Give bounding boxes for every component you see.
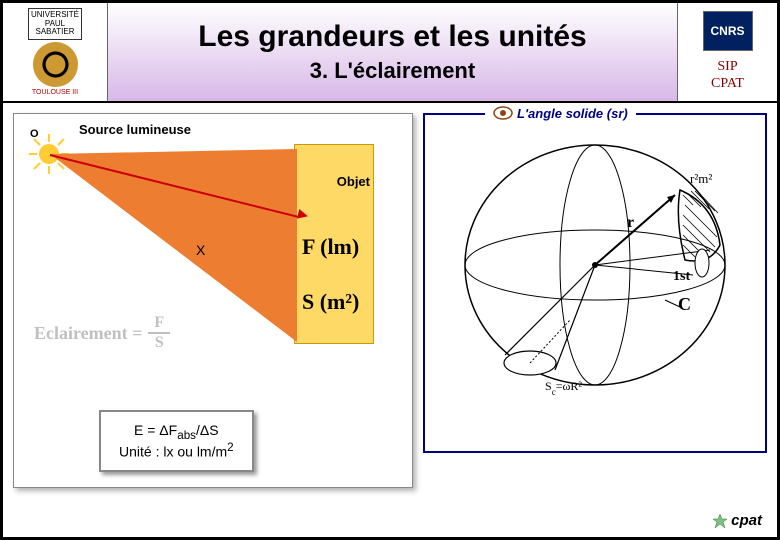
eclairement-text: Eclairement = — [34, 323, 142, 344]
left-panel: Source lumineuse O Objet X F (lm) S — [13, 113, 413, 488]
footer-star-icon — [712, 513, 728, 529]
title-area: Les grandeurs et les unités 3. L'éclaire… — [108, 3, 677, 101]
sip-line2: CPAT — [711, 76, 744, 93]
fraction: F S — [148, 314, 170, 352]
ups-text: UNIVERSITÉ PAUL SABATIER — [28, 8, 82, 40]
formula-line2: Unité : lx ou lm/m2 — [119, 441, 234, 460]
ups-sub: TOULOUSE III — [32, 89, 78, 96]
s-formula-label: Sc=ωR² — [545, 379, 582, 397]
footer-text: cpat — [731, 512, 762, 529]
page-subtitle: 3. L'éclairement — [310, 58, 475, 84]
sun-o-label: O — [30, 128, 39, 140]
objet-label: Objet — [337, 174, 370, 189]
content: Source lumineuse O Objet X F (lm) S — [3, 103, 777, 498]
ups-logo-icon — [33, 42, 78, 87]
cnrs-logo-block: CNRS SIP CPAT — [677, 3, 777, 101]
sphere-diagram: r r²m² 1st — [435, 135, 755, 415]
sip-line1: SIP — [711, 59, 744, 76]
solid-angle-fieldset: L'angle solide (sr) r r²m — [423, 113, 767, 453]
c-label: C — [678, 294, 691, 314]
x-label: X — [196, 242, 205, 258]
frac-den: S — [149, 334, 170, 352]
footer-logo: cpat — [712, 512, 762, 529]
right-panel: L'angle solide (sr) r r²m — [423, 113, 767, 488]
header: UNIVERSITÉ PAUL SABATIER TOULOUSE III Le… — [3, 3, 777, 103]
sip-text: SIP CPAT — [711, 59, 744, 93]
page-title: Les grandeurs et les unités — [198, 20, 586, 54]
eye-icon — [493, 105, 513, 121]
s-m2-label: S (m²) — [302, 289, 359, 315]
r-label: r — [627, 214, 634, 231]
source-label: Source lumineuse — [74, 122, 196, 137]
cnrs-badge: CNRS — [703, 11, 753, 51]
ups-logo-block: UNIVERSITÉ PAUL SABATIER TOULOUSE III — [3, 3, 108, 101]
one-st-label: 1st — [673, 269, 690, 284]
r2m2-label: r²m² — [690, 171, 712, 186]
ups-line3: SABATIER — [31, 28, 79, 37]
formula-box: E = ΔFabs/ΔS Unité : lx ou lm/m2 — [99, 410, 254, 472]
f-lm-label: F (lm) — [302, 234, 359, 260]
eclairement-formula: Eclairement = F S — [34, 314, 170, 352]
legend-text: L'angle solide (sr) — [517, 106, 628, 121]
solid-angle-legend: L'angle solide (sr) — [485, 105, 636, 121]
formula-line1: E = ΔFabs/ΔS — [119, 422, 234, 442]
frac-num: F — [148, 314, 170, 334]
